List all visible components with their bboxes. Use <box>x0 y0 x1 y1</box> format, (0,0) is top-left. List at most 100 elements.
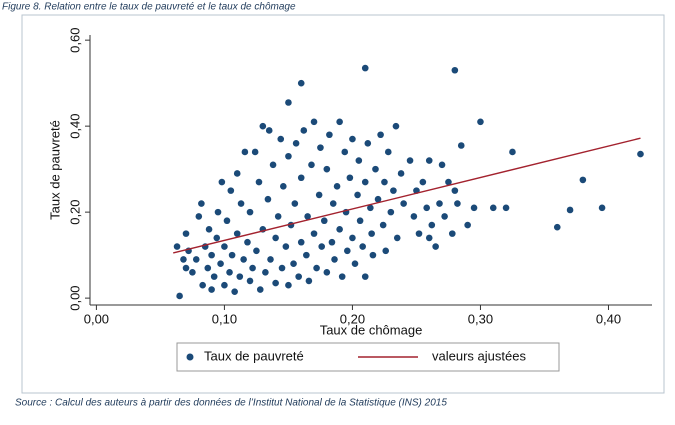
x-tick-label: 0,00 <box>84 311 109 326</box>
point <box>285 281 292 289</box>
point <box>249 264 256 272</box>
y-tick-label: 0,20 <box>67 199 82 224</box>
point <box>445 178 452 186</box>
point <box>381 178 388 186</box>
point <box>189 269 196 276</box>
point <box>292 140 300 147</box>
point <box>233 170 241 177</box>
point <box>227 187 235 194</box>
point <box>182 230 190 237</box>
point <box>310 230 318 237</box>
x-axis-title: Taux de chômage <box>320 322 423 337</box>
point <box>210 273 218 280</box>
point <box>464 221 471 229</box>
point <box>390 187 397 194</box>
point <box>180 256 187 263</box>
point <box>346 174 354 182</box>
point <box>173 243 181 250</box>
x-tick-label: 0,40 <box>596 311 621 326</box>
legend-label: Taux de pauvreté <box>204 348 304 363</box>
point <box>361 64 369 72</box>
point <box>277 135 285 143</box>
point <box>221 243 228 250</box>
point <box>176 292 183 300</box>
point <box>282 243 290 250</box>
point <box>361 273 369 280</box>
point <box>354 191 361 199</box>
point <box>297 238 305 246</box>
point <box>256 286 264 293</box>
point <box>285 99 292 106</box>
point <box>367 204 374 212</box>
point <box>454 200 461 207</box>
point <box>448 230 456 237</box>
point <box>351 260 359 268</box>
point <box>226 269 233 276</box>
point <box>237 200 245 207</box>
point <box>344 247 351 255</box>
point <box>246 208 254 216</box>
legend-marker <box>186 353 194 361</box>
point <box>280 183 287 190</box>
point <box>231 288 238 295</box>
y-tick-label: 0,40 <box>67 113 82 138</box>
point <box>392 122 400 130</box>
point <box>338 273 346 280</box>
point <box>415 230 423 237</box>
point <box>255 178 263 186</box>
point <box>259 122 267 130</box>
point <box>297 174 305 182</box>
point <box>295 273 302 280</box>
point <box>291 200 299 207</box>
fit-line <box>173 137 641 254</box>
point <box>397 170 405 177</box>
point <box>241 148 249 156</box>
point <box>598 204 606 212</box>
point <box>341 148 349 156</box>
point <box>369 251 377 259</box>
x-tick-label: 0,20 <box>340 311 365 326</box>
y-tick-label: 0,60 <box>67 28 82 53</box>
point <box>199 281 206 289</box>
point <box>240 256 247 263</box>
point <box>553 223 561 231</box>
point <box>285 152 292 160</box>
point <box>290 260 297 268</box>
point <box>477 118 484 126</box>
point <box>328 238 336 246</box>
point <box>265 127 273 134</box>
point <box>262 269 269 276</box>
point <box>323 269 331 276</box>
point <box>278 264 286 272</box>
point <box>305 277 313 285</box>
point <box>579 176 587 184</box>
point <box>308 161 315 169</box>
point <box>410 213 418 220</box>
point <box>313 264 320 272</box>
point <box>432 243 439 250</box>
point <box>326 131 333 139</box>
point <box>246 277 254 285</box>
point <box>297 79 305 87</box>
point <box>208 251 215 259</box>
point <box>566 206 574 214</box>
point <box>244 238 251 246</box>
point <box>382 247 390 255</box>
point <box>198 200 205 207</box>
point <box>233 230 241 237</box>
point <box>317 144 324 151</box>
point <box>637 150 644 158</box>
point <box>406 157 414 164</box>
point <box>377 131 384 139</box>
point <box>251 148 259 156</box>
point <box>372 165 379 173</box>
point <box>336 226 343 233</box>
point <box>228 251 236 259</box>
point <box>320 217 328 225</box>
source-note: Source : Calcul des auteurs à partir des… <box>15 398 447 409</box>
point <box>356 217 364 225</box>
point <box>451 66 459 74</box>
point <box>236 273 244 280</box>
point <box>361 178 369 186</box>
